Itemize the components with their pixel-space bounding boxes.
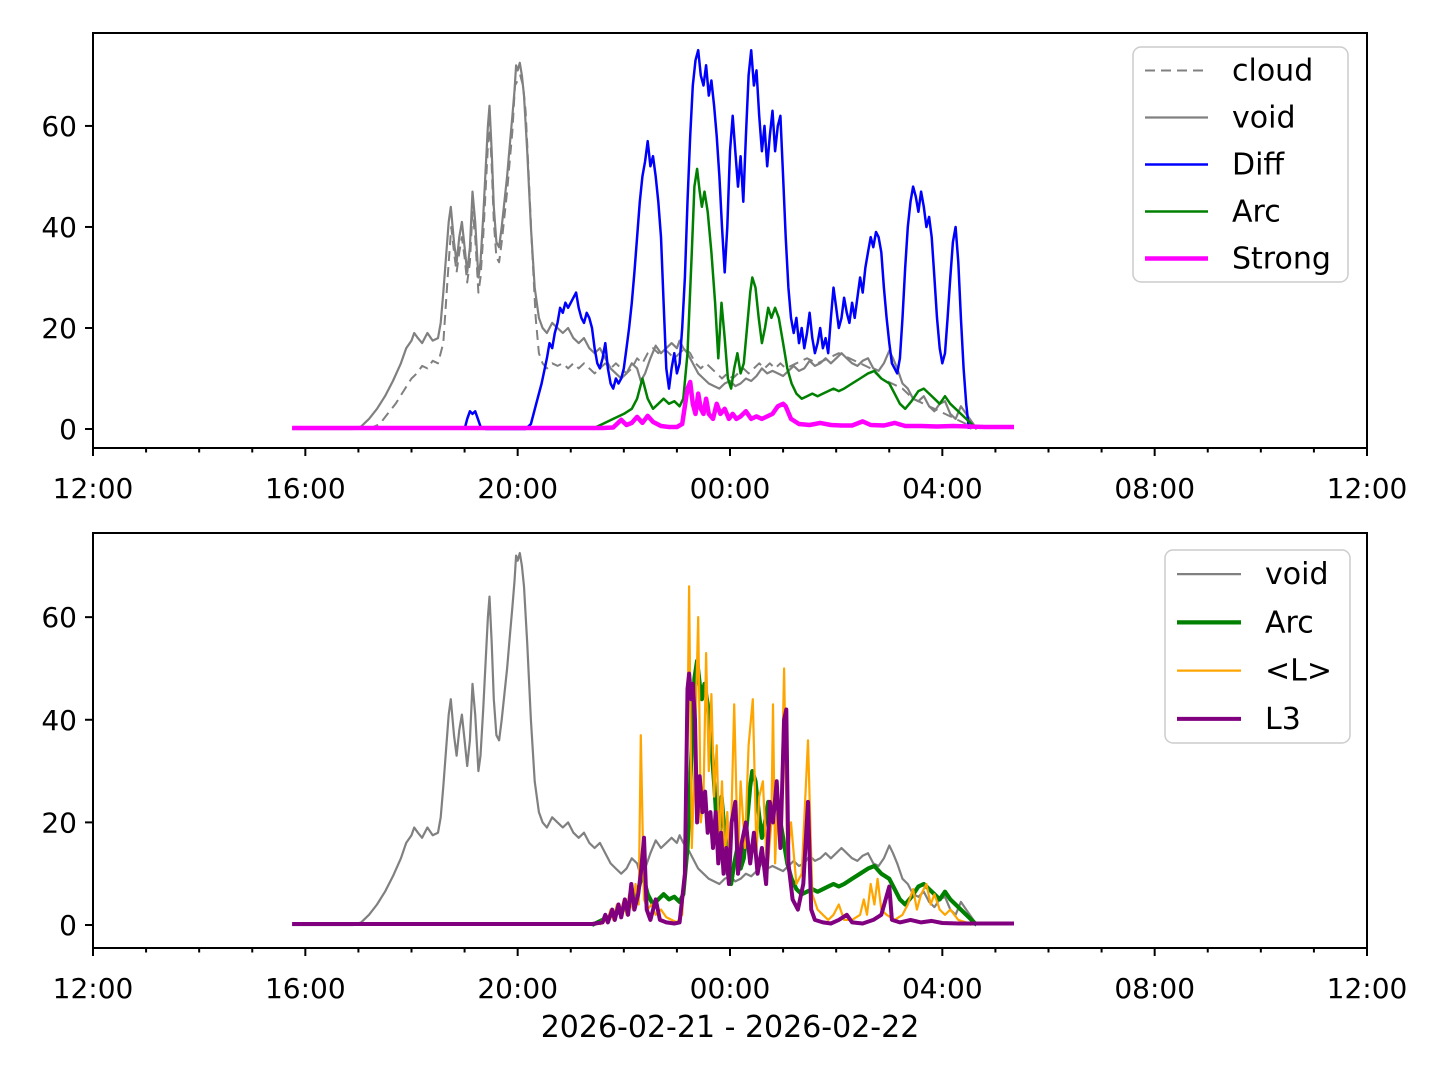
x-tick-label: 12:00 bbox=[1327, 472, 1408, 505]
x-tick-label: 12:00 bbox=[1327, 972, 1408, 1005]
x-tick-label: 08:00 bbox=[1114, 472, 1195, 505]
bottom-chart: 12:00 16:00 20:00 00:00 04:00 08:00 12:00 0 20 40… bbox=[41, 532, 1408, 1005]
x-tick-label: 00:00 bbox=[690, 472, 771, 505]
series-line-Diff bbox=[463, 48, 971, 431]
legend-label-void: void bbox=[1232, 101, 1296, 136]
y-tick-label: 60 bbox=[41, 110, 77, 143]
y-tick-label: 60 bbox=[41, 601, 77, 634]
x-axis-label: 2026-02-21 - 2026-02-22 bbox=[540, 1010, 920, 1045]
series-group bbox=[292, 48, 1014, 431]
legend-label-L3: L3 bbox=[1265, 702, 1301, 737]
x-tick-label: 16:00 bbox=[265, 472, 346, 505]
y-tick-label: 20 bbox=[41, 806, 77, 839]
x-tick-label: 08:00 bbox=[1114, 972, 1195, 1005]
x-tick-label: 04:00 bbox=[902, 472, 983, 505]
series-group bbox=[292, 551, 1014, 927]
series-line-Arc bbox=[591, 167, 978, 431]
series-line-L3 bbox=[292, 671, 1014, 926]
series-line-cloud bbox=[368, 74, 973, 430]
series-line-void bbox=[292, 61, 978, 431]
y-tick-label: 40 bbox=[41, 704, 77, 737]
legend-box bbox=[1164, 549, 1351, 744]
x-tick-label: 04:00 bbox=[902, 972, 983, 1005]
y-tick-label: 0 bbox=[59, 909, 77, 942]
series-line-void bbox=[292, 551, 978, 927]
x-tick-label: 12:00 bbox=[53, 972, 134, 1005]
y-tick-label: 40 bbox=[41, 211, 77, 244]
legend-label-Strong: Strong bbox=[1232, 242, 1331, 277]
top-chart: 12:00 16:00 20:00 00:00 04:00 08:00 12:00 0 20 40… bbox=[41, 32, 1408, 505]
legend-box bbox=[1132, 46, 1349, 283]
legend: void Arc <L> L3 bbox=[1164, 549, 1351, 744]
x-tick-label: 16:00 bbox=[265, 972, 346, 1005]
y-tick-label: 20 bbox=[41, 312, 77, 345]
legend-label-Diff: Diff bbox=[1232, 148, 1285, 183]
x-tick-label: 12:00 bbox=[53, 472, 134, 505]
x-tick-label: 20:00 bbox=[477, 472, 558, 505]
legend-label-void: void bbox=[1265, 557, 1329, 592]
legend-label-Arc: Arc bbox=[1265, 605, 1314, 640]
x-tick-label: 20:00 bbox=[477, 972, 558, 1005]
legend: cloud void Diff Arc Strong bbox=[1132, 46, 1349, 283]
x-tick-label: 00:00 bbox=[690, 972, 771, 1005]
legend-label-cloud: cloud bbox=[1232, 54, 1313, 89]
legend-label-Arc: Arc bbox=[1232, 195, 1281, 230]
legend-label-<L>: <L> bbox=[1265, 654, 1332, 689]
series-line-Strong bbox=[292, 379, 1014, 431]
y-tick-label: 0 bbox=[59, 413, 77, 446]
